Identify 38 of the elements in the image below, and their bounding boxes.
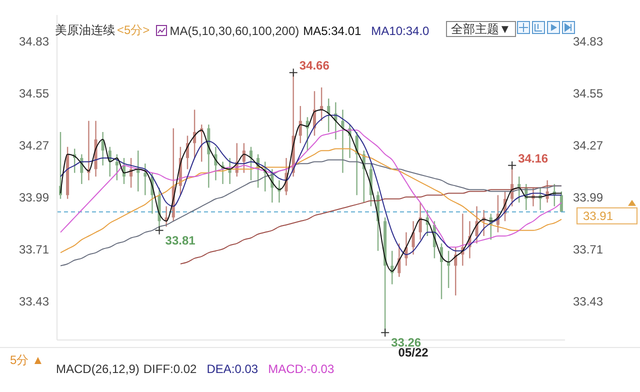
text: MACD(26,12,9) [56,362,140,376]
y-tick-label: 33.43 [18,294,50,308]
y-tick-label: 34.55 [18,86,50,100]
annotation: 34.66 [299,58,330,73]
text: MACD:-0.03 [268,362,334,376]
candlestick [327,98,330,133]
text: DEA:0.03 [206,362,258,376]
candlestick [250,146,252,181]
y2-tick-label: 33.99 [573,190,604,204]
annotation: MA(5,10,30,60,100,200) [170,24,300,38]
y2-tick-label: 34.55 [573,86,604,100]
y2-tick-label: 33.43 [573,294,604,308]
annotation: MA5:34.01 [303,24,362,38]
candlestick [228,157,232,185]
ref-line-label: 33.91 [583,208,614,223]
y-tick-label: 34.83 [18,34,50,48]
text: 5分 ▲ [10,352,44,369]
y2-tick-label: 34.27 [573,138,604,152]
candlestick [115,154,118,181]
y-tick-label: 33.71 [18,242,50,256]
candlestick [412,220,415,256]
y2-tick-label: 34.83 [573,34,604,48]
y-tick-label: 33.99 [18,190,50,204]
annotation: 33.81 [165,233,196,248]
text: 美原油连续 [55,22,115,39]
candlestick [144,162,147,196]
x-tick-label: 05/22 [398,346,429,360]
annotation: MA10:34.0 [371,24,430,38]
text: DIFF:0.02 [143,362,197,376]
annotation: 全部主题▼ [446,21,516,37]
y-tick-label: 34.27 [18,138,50,152]
candlestick [298,105,302,144]
annotation: 34.16 [518,151,548,166]
text: <5分> [117,22,150,39]
candlestick [242,142,246,174]
y2-tick-label: 33.71 [573,242,604,256]
line-series [60,130,562,248]
candlestick [418,202,422,240]
